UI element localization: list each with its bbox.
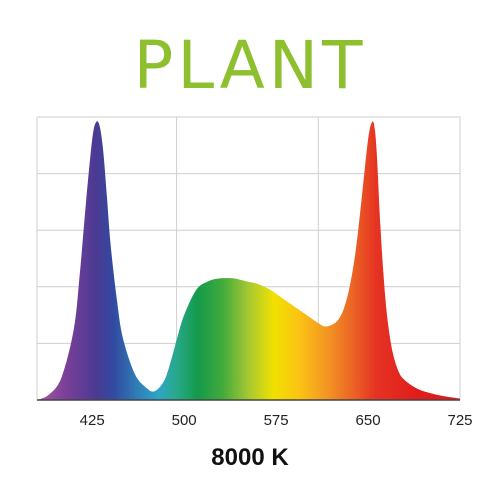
x-tick-label: 500	[172, 412, 197, 429]
x-tick-label: 425	[80, 412, 105, 429]
x-tick-label: 575	[264, 412, 289, 429]
color-temperature-label: 8000 K	[211, 444, 289, 471]
x-tick-label: 725	[447, 412, 472, 429]
spectrum-area	[37, 121, 460, 400]
chart-title: PLANT	[133, 27, 367, 104]
x-tick-labels: 425 500 575 650 725	[80, 412, 473, 429]
x-tick-label: 650	[356, 412, 381, 429]
